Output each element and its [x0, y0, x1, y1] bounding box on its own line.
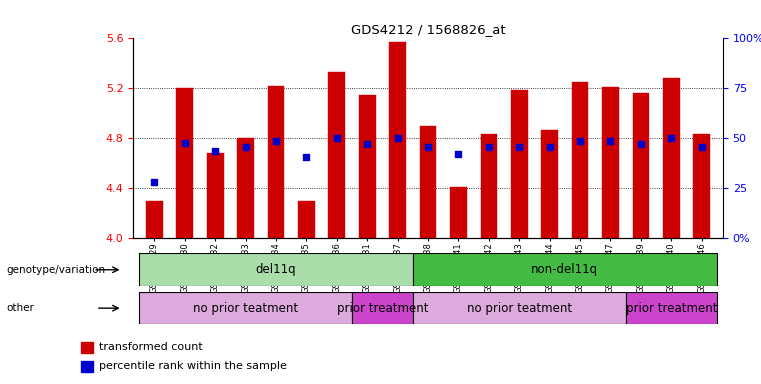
Bar: [450, 187, 466, 238]
Bar: [81, 361, 94, 372]
Bar: [139, 253, 413, 286]
Point: [696, 144, 708, 150]
Text: no prior teatment: no prior teatment: [466, 302, 572, 314]
Bar: [602, 87, 619, 238]
Bar: [237, 138, 254, 238]
Bar: [480, 134, 497, 238]
Text: other: other: [7, 303, 34, 313]
Bar: [390, 42, 406, 238]
Text: prior treatment: prior treatment: [626, 302, 717, 314]
Point: [240, 144, 252, 150]
Point: [543, 144, 556, 150]
Bar: [207, 153, 224, 238]
Point: [574, 137, 586, 144]
Text: non-del11q: non-del11q: [531, 263, 598, 276]
Text: no prior teatment: no prior teatment: [193, 302, 298, 314]
Bar: [146, 200, 163, 238]
Bar: [511, 89, 527, 238]
Text: percentile rank within the sample: percentile rank within the sample: [99, 361, 287, 371]
Bar: [352, 292, 413, 324]
Bar: [632, 93, 649, 238]
Bar: [413, 253, 717, 286]
Bar: [541, 129, 558, 238]
Bar: [413, 292, 626, 324]
Bar: [359, 94, 376, 238]
Bar: [139, 292, 352, 324]
Bar: [298, 200, 315, 238]
Point: [361, 141, 374, 147]
Bar: [177, 88, 193, 238]
Text: transformed count: transformed count: [99, 342, 202, 352]
Point: [635, 141, 647, 147]
Point: [301, 154, 313, 160]
Point: [209, 147, 221, 154]
Text: del11q: del11q: [256, 263, 296, 276]
Text: prior treatment: prior treatment: [336, 302, 428, 314]
Point: [482, 144, 495, 150]
Bar: [663, 78, 680, 238]
Point: [665, 135, 677, 141]
Point: [452, 151, 464, 157]
Point: [422, 144, 434, 150]
Bar: [693, 134, 710, 238]
Point: [604, 137, 616, 144]
Point: [179, 140, 191, 146]
Point: [513, 144, 525, 150]
Point: [270, 137, 282, 144]
Point: [148, 179, 161, 185]
Bar: [329, 72, 345, 238]
Bar: [572, 82, 588, 238]
Bar: [268, 86, 285, 238]
Bar: [420, 126, 436, 238]
Bar: [81, 342, 94, 353]
Title: GDS4212 / 1568826_at: GDS4212 / 1568826_at: [351, 23, 505, 36]
Text: genotype/variation: genotype/variation: [7, 265, 106, 275]
Bar: [626, 292, 717, 324]
Point: [392, 135, 404, 141]
Point: [331, 135, 343, 141]
